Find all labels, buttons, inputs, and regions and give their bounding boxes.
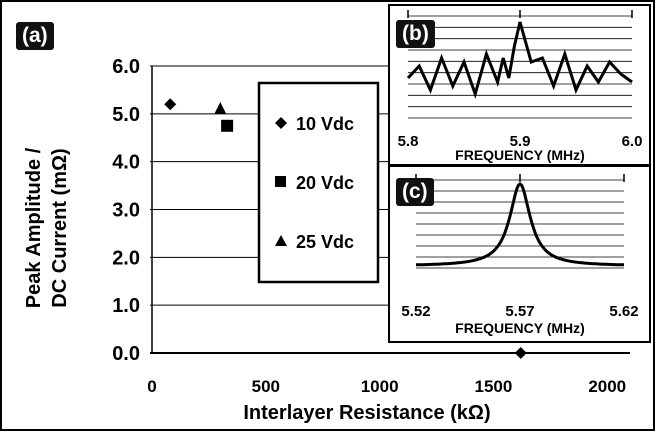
point-diamond — [514, 347, 527, 359]
panel-a-y-axis-label-line1: Peak Amplitude / — [23, 147, 45, 308]
panel-a-y-axis-label-line2: DC Current (mΩ) — [49, 148, 71, 307]
panel-a-x-tick-label: 1500 — [475, 377, 513, 396]
panel-a-y-tick-labels: 0.0 1.0 2.0 3.0 4.0 5.0 6.0 — [112, 56, 140, 365]
panel-a-y-tick-label: 2.0 — [112, 247, 140, 269]
panel-c-gridlines — [415, 174, 625, 269]
legend-entry-25vdc: 25 Vdc — [296, 232, 354, 252]
panel-a-y-tick-label: 0.0 — [112, 343, 140, 365]
legend-marker-diamond — [275, 117, 287, 129]
panel-a-y-tick-label: 1.0 — [112, 295, 140, 317]
panel-b-x-axis-label: FREQUENCY (MHz) — [455, 147, 585, 163]
panel-label-a: (a) — [16, 22, 54, 50]
panel-c-x-axis-label: FREQUENCY (MHz) — [455, 320, 585, 336]
panel-a-y-tick-label: 4.0 — [112, 152, 140, 174]
panel-c-x-tick-label: 5.62 — [609, 303, 638, 320]
panel-label-b: (b) — [396, 20, 435, 48]
panel-b-gridlines — [407, 10, 633, 119]
panel-a-x-tick-labels: 0 500 1000 1500 2000 — [147, 377, 626, 396]
legend-marker-triangle — [275, 235, 287, 246]
panel-a-x-tick-label: 500 — [252, 377, 280, 396]
point-square — [221, 119, 234, 132]
legend-entry-20vdc: 20 Vdc — [296, 173, 354, 193]
panel-a-legend: 10 Vdc 20 Vdc 25 Vdc — [257, 81, 380, 284]
panel-c-x-tick-label: 5.57 — [505, 303, 534, 320]
panel-c-x-tick-labels: 5.52 5.57 5.62 — [401, 303, 638, 320]
panel-a-x-axis-label: Interlayer Resistance (kΩ) — [243, 402, 490, 424]
panel-a-data-points — [164, 98, 527, 359]
legend-marker-square — [275, 176, 286, 187]
panel-a-x-tick-label: 0 — [147, 377, 156, 396]
point-triangle — [214, 102, 227, 115]
panel-c-x-tick-label: 5.52 — [401, 303, 430, 320]
panel-c-resonance-line — [416, 182, 624, 267]
panel-a-x-tick-label: 2000 — [588, 377, 626, 396]
panel-b-x-tick-label: 6.0 — [622, 133, 643, 150]
panel-b-x-tick-labels: 5.8 5.9 6.0 — [398, 133, 643, 150]
panel-a-x-tick-label: 1000 — [361, 377, 399, 396]
panel-b-x-tick-label: 5.9 — [510, 133, 531, 150]
panel-b-x-tick-label: 5.8 — [398, 133, 419, 150]
panel-b-spectrum-line — [406, 21, 633, 99]
panel-label-c: (c) — [396, 178, 434, 206]
legend-entry-10vdc: 10 Vdc — [296, 114, 354, 134]
panel-a-y-tick-label: 6.0 — [112, 56, 140, 78]
point-diamond — [164, 98, 177, 111]
panel-a-y-tick-label: 3.0 — [112, 200, 140, 222]
panel-a-y-tick-label: 5.0 — [112, 104, 140, 126]
